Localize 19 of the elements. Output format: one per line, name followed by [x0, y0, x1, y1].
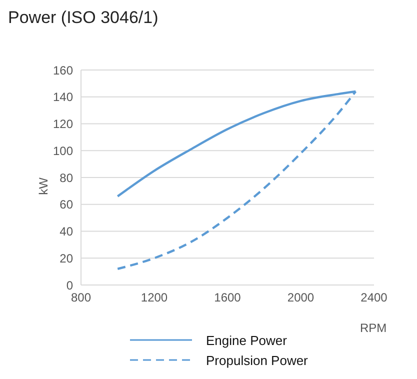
legend-label: Engine Power [206, 332, 287, 348]
x-tick-label: 800 [70, 290, 92, 305]
x-tick-label: 2000 [287, 290, 314, 305]
x-tick-label: 1200 [140, 290, 168, 305]
y-tick-label: 40 [60, 224, 74, 239]
y-axis-title: kW [36, 176, 50, 195]
y-tick-label: 60 [60, 198, 74, 212]
x-tick-label: 2400 [360, 290, 388, 305]
y-tick-label: 120 [52, 117, 74, 132]
chart-title: Power (ISO 3046/1) [8, 8, 158, 28]
y-tick-label: 80 [60, 170, 74, 185]
x-tick-label: 1600 [214, 290, 242, 305]
y-tick-label: 160 [52, 63, 74, 78]
x-axis-title: RPM [360, 321, 387, 335]
y-tick-label: 0 [66, 278, 74, 292]
y-tick-label: 20 [60, 251, 74, 266]
y-tick-label: 140 [52, 90, 74, 104]
legend-label: Propulsion Power [206, 352, 308, 368]
y-tick-label: 100 [52, 144, 74, 158]
